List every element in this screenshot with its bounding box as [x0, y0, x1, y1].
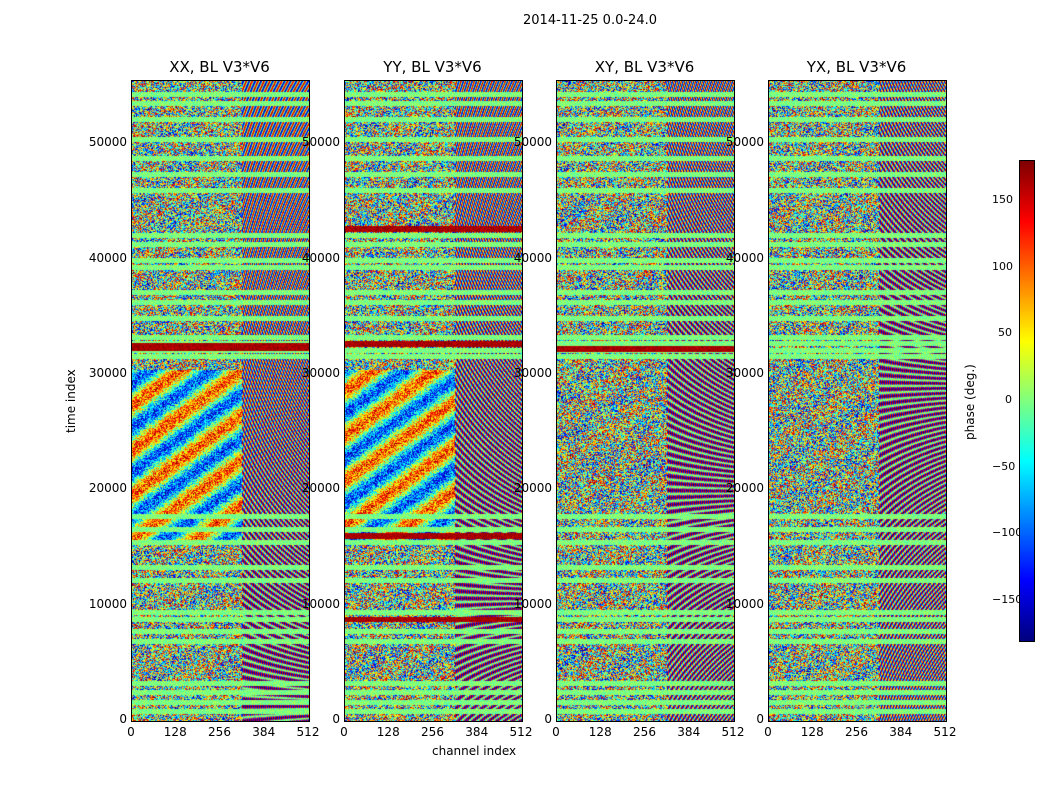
- x-tick-label: 256: [633, 725, 656, 739]
- colorbar-tick-label: 100: [992, 259, 1013, 273]
- y-tick-label: 0: [756, 712, 764, 726]
- heatmap-panel-3: [556, 80, 735, 722]
- heatmap-panel-4: [768, 80, 947, 722]
- y-tick-label: 10000: [513, 596, 552, 611]
- x-axis-label: channel index: [432, 744, 517, 758]
- colorbar-tick-label: −50: [992, 459, 1016, 473]
- y-tick-label: 20000: [513, 481, 552, 496]
- y-tick-label: 10000: [88, 596, 127, 611]
- heatmap-panel-1: [131, 80, 310, 722]
- y-tick-label: 50000: [301, 135, 340, 150]
- heatmap-image-4: [769, 81, 946, 721]
- y-tick-label: 20000: [88, 481, 127, 496]
- colorbar-tick-label: −150: [992, 593, 1023, 606]
- x-tick-label: 384: [465, 725, 489, 739]
- colorbar-tick-label: 0: [1005, 393, 1012, 406]
- x-tick-label: 512: [933, 725, 957, 739]
- x-tick-label: 384: [252, 725, 276, 739]
- panel-title-3: XY, BL V3*V6: [594, 58, 695, 76]
- y-tick-label: 40000: [301, 250, 340, 265]
- y-tick-label: 40000: [513, 250, 552, 265]
- x-tick-label: 0: [127, 725, 135, 739]
- heatmap-image-1: [132, 81, 309, 721]
- y-tick-label: 30000: [88, 366, 127, 381]
- y-tick-label: 0: [119, 712, 127, 726]
- y-tick-label: 20000: [725, 481, 764, 496]
- panel-title-1: XX, BL V3*V6: [169, 58, 270, 76]
- y-tick-label: 50000: [513, 135, 552, 150]
- panel-title-4: YX, BL V3*V6: [806, 58, 907, 76]
- y-tick-label: 30000: [513, 366, 552, 381]
- y-tick-label: 10000: [301, 596, 340, 611]
- y-axis-label: time index: [64, 369, 78, 433]
- y-tick-label: 40000: [725, 250, 764, 265]
- y-tick-label: 30000: [725, 366, 764, 381]
- y-tick-label: 0: [332, 712, 340, 726]
- y-tick-label: 50000: [725, 135, 764, 150]
- x-tick-label: 512: [721, 725, 745, 739]
- x-tick-label: 128: [588, 725, 612, 739]
- y-tick-label: 30000: [301, 366, 340, 381]
- x-tick-label: 512: [509, 725, 533, 739]
- colorbar-tick-label: 50: [998, 326, 1012, 340]
- colorbar-tick-label: 150: [992, 193, 1013, 206]
- x-tick-label: 128: [376, 725, 400, 739]
- x-tick-label: 256: [208, 725, 231, 739]
- x-tick-label: 256: [845, 725, 868, 739]
- figure-title: 2014-11-25 0.0-24.0: [523, 13, 657, 28]
- heatmap-image-2: [345, 81, 522, 721]
- heatmap-image-3: [557, 81, 734, 721]
- x-tick-label: 128: [800, 725, 824, 739]
- x-tick-label: 0: [552, 725, 560, 739]
- x-tick-label: 128: [163, 725, 187, 739]
- x-tick-label: 384: [889, 725, 913, 739]
- x-tick-label: 0: [340, 725, 348, 739]
- y-tick-label: 0: [544, 712, 552, 726]
- y-tick-label: 40000: [88, 250, 127, 265]
- y-tick-label: 10000: [725, 596, 764, 611]
- panel-title-2: YY, BL V3*V6: [383, 58, 482, 76]
- x-tick-label: 0: [764, 725, 772, 739]
- x-tick-label: 256: [421, 725, 444, 739]
- x-tick-label: 512: [296, 725, 320, 739]
- y-tick-label: 50000: [88, 135, 127, 150]
- colorbar-label: phase (deg.): [963, 364, 977, 440]
- colorbar-gradient: [1020, 161, 1034, 641]
- x-tick-label: 384: [677, 725, 701, 739]
- colorbar-tick-label: −100: [992, 526, 1023, 540]
- heatmap-panel-2: [344, 80, 523, 722]
- colorbar: [1019, 160, 1035, 642]
- y-tick-label: 20000: [301, 481, 340, 496]
